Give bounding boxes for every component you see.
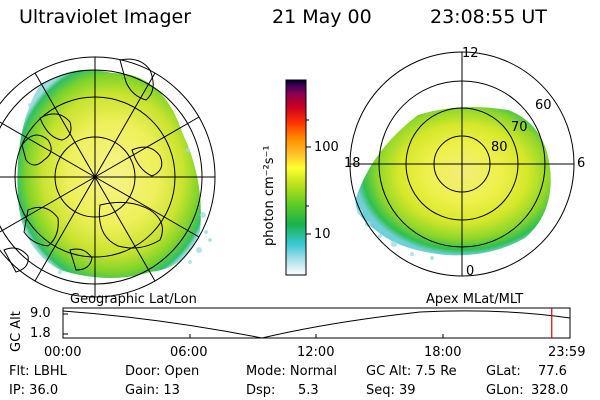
mlt-label-0: 0 bbox=[466, 264, 475, 279]
timeline-xtick-1200: 12:00 bbox=[297, 345, 335, 360]
glat-value: 77.6 bbox=[538, 364, 567, 379]
geo-coastlines bbox=[3, 58, 163, 273]
altitude-timeline bbox=[62, 307, 571, 339]
dsp-value: 5.3 bbox=[298, 383, 319, 398]
colorbar-tick-100: 100 bbox=[314, 140, 339, 155]
mlat-label-80: 80 bbox=[491, 140, 508, 155]
geographic-map bbox=[0, 56, 216, 298]
mlt-label-12: 12 bbox=[462, 46, 479, 61]
mode-readout: Mode: Normal bbox=[246, 364, 337, 379]
timeline-xtick-0600: 06:00 bbox=[170, 345, 208, 360]
mlt-label-18: 18 bbox=[344, 156, 361, 171]
glat-label: GLat: bbox=[486, 364, 521, 379]
colorbar-unit-label: photon cm⁻²s⁻¹ bbox=[262, 145, 277, 246]
apex-emission-region bbox=[355, 106, 551, 256]
timeline-ticks bbox=[63, 313, 444, 338]
door-readout: Door: Open bbox=[125, 364, 200, 379]
timeline-xtick-0000: 00:00 bbox=[44, 345, 82, 360]
apex-map-caption: Apex MLat/MLT bbox=[426, 292, 524, 307]
colorbar-ticks bbox=[306, 119, 311, 235]
ip-readout: IP: 36.0 bbox=[9, 383, 59, 398]
apex-map bbox=[349, 51, 575, 277]
seq-readout: Seq: 39 bbox=[366, 383, 416, 398]
geo-map-caption: Geographic Lat/Lon bbox=[70, 292, 197, 307]
timeline-ylabel: GC Alt bbox=[9, 311, 24, 352]
gc-alt-readout: GC Alt: 7.5 Re bbox=[366, 364, 457, 379]
timeline-ytick-9: 9.0 bbox=[30, 306, 51, 321]
timeline-ytick-1-8: 1.8 bbox=[30, 326, 51, 341]
colorbar bbox=[285, 79, 307, 276]
date-readout: 21 May 00 bbox=[272, 6, 372, 28]
timeline-xtick-1800: 18:00 bbox=[424, 345, 462, 360]
filter-readout: Flt: LBHL bbox=[9, 364, 67, 379]
app-title: Ultraviolet Imager bbox=[19, 6, 192, 28]
timeline-xtick-2359: 23:59 bbox=[548, 345, 586, 360]
time-readout: 23:08:55 UT bbox=[430, 6, 547, 28]
geo-meridians bbox=[0, 57, 215, 297]
dsp-label: Dsp: bbox=[246, 383, 276, 398]
altitude-curve bbox=[62, 310, 571, 339]
glon-value: 328.0 bbox=[531, 383, 569, 398]
mlat-label-60: 60 bbox=[535, 98, 552, 113]
mlt-label-6: 6 bbox=[577, 156, 586, 171]
timeline-frame bbox=[62, 307, 571, 339]
mlat-label-70: 70 bbox=[511, 120, 528, 135]
geo-emission-region bbox=[17, 69, 201, 279]
geo-speckle bbox=[28, 103, 212, 274]
gain-readout: Gain: 13 bbox=[125, 383, 180, 398]
glon-label: GLon: bbox=[486, 383, 524, 398]
colorbar-tick-10: 10 bbox=[314, 227, 331, 242]
